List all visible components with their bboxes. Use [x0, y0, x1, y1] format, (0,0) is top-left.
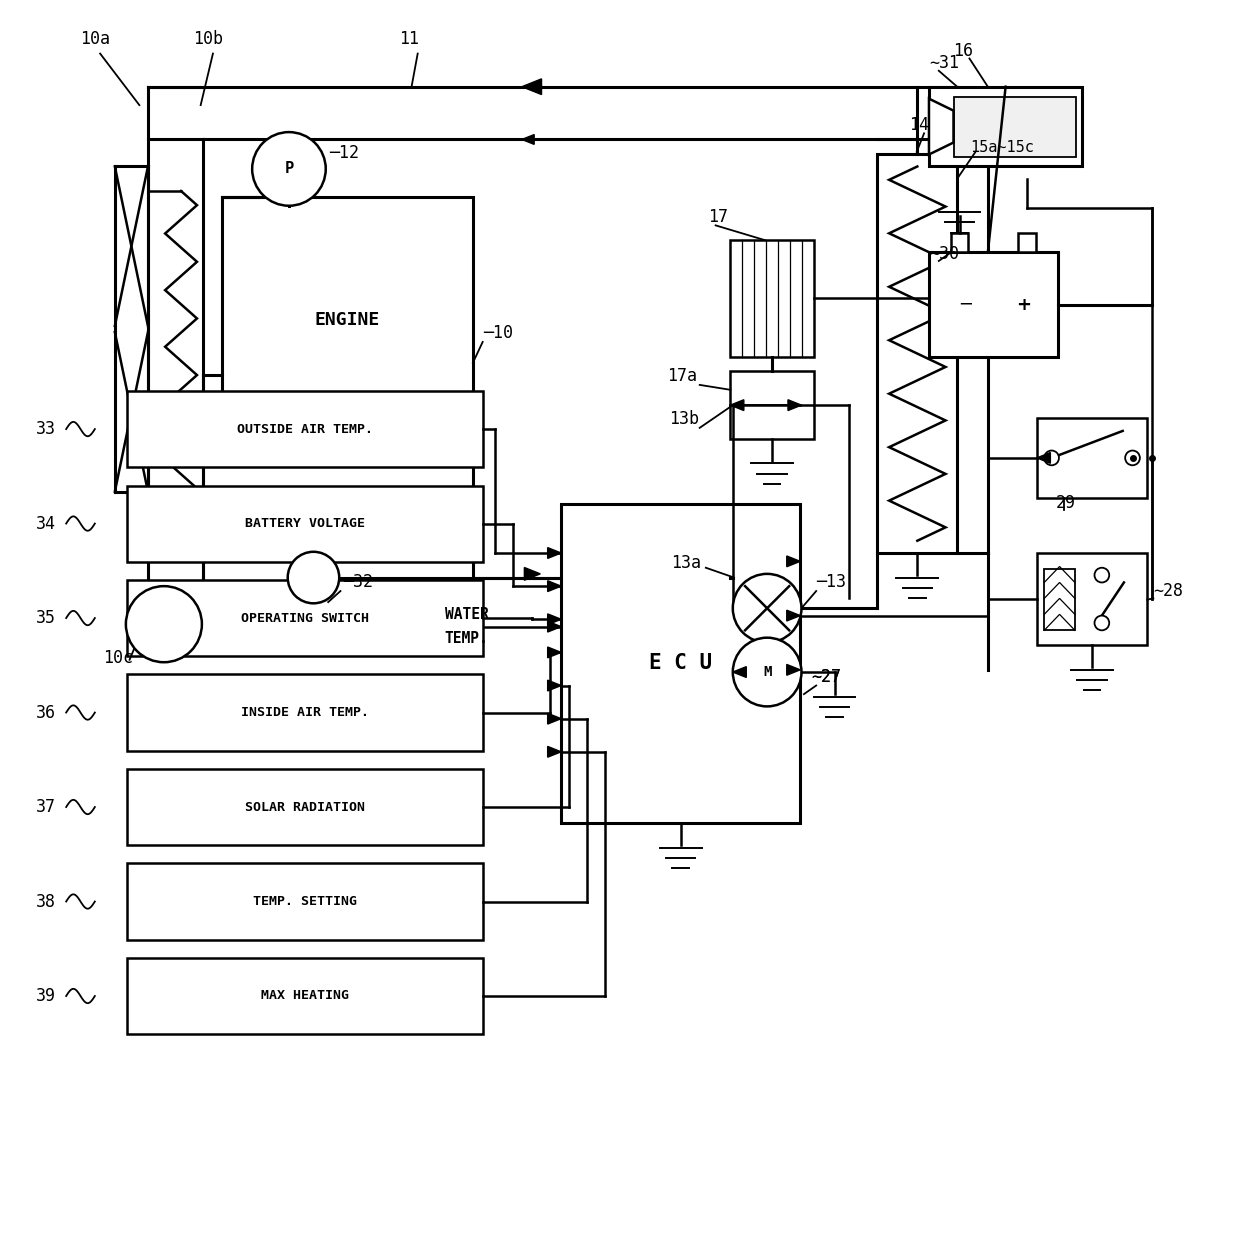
Text: 37: 37: [36, 798, 56, 817]
Bar: [222, 197, 472, 443]
Polygon shape: [548, 680, 562, 691]
Text: 13b: 13b: [670, 411, 699, 428]
Text: 13a: 13a: [672, 553, 702, 572]
Polygon shape: [522, 134, 534, 144]
Bar: [929, 87, 1083, 166]
Text: 33: 33: [36, 419, 56, 438]
Text: ∼27: ∼27: [811, 668, 841, 686]
Polygon shape: [548, 647, 562, 658]
Circle shape: [1095, 567, 1110, 582]
Text: TEMP.: TEMP.: [445, 632, 489, 647]
Text: 11: 11: [399, 30, 419, 47]
Bar: [1037, 418, 1147, 498]
Text: ─12: ─12: [330, 144, 360, 161]
Text: 34: 34: [36, 515, 56, 532]
Text: 16: 16: [954, 42, 973, 60]
Text: TEMP. SETTING: TEMP. SETTING: [253, 895, 357, 908]
Polygon shape: [733, 666, 746, 678]
Bar: [954, 97, 1076, 156]
Text: ∼28: ∼28: [1153, 582, 1183, 599]
Polygon shape: [1037, 453, 1050, 463]
Polygon shape: [548, 746, 562, 757]
Polygon shape: [522, 79, 542, 94]
Polygon shape: [786, 664, 800, 675]
Text: 35: 35: [36, 609, 56, 627]
Polygon shape: [787, 400, 801, 411]
Circle shape: [288, 552, 340, 603]
Text: 10c: 10c: [103, 649, 133, 668]
Circle shape: [1044, 450, 1059, 465]
Text: P: P: [284, 161, 294, 176]
Text: 10a: 10a: [81, 30, 110, 47]
Bar: [929, 252, 1058, 356]
Polygon shape: [786, 611, 800, 620]
Text: ∼30: ∼30: [929, 244, 959, 263]
Text: SOLAR RADIATION: SOLAR RADIATION: [244, 800, 365, 814]
Text: +: +: [1016, 295, 1030, 314]
Text: ∼31: ∼31: [929, 55, 959, 72]
Circle shape: [1095, 616, 1110, 630]
Bar: [128, 958, 482, 1034]
Circle shape: [733, 638, 801, 706]
Bar: [128, 769, 482, 845]
Bar: [128, 675, 482, 751]
Text: ENGINE: ENGINE: [315, 310, 379, 329]
Polygon shape: [548, 614, 562, 624]
Text: ∼27: ∼27: [811, 668, 841, 686]
Text: 14: 14: [909, 115, 929, 134]
Circle shape: [126, 586, 202, 663]
Text: INSIDE AIR TEMP.: INSIDE AIR TEMP.: [241, 706, 368, 719]
Circle shape: [733, 573, 801, 643]
Text: 36: 36: [36, 704, 56, 721]
Polygon shape: [548, 581, 562, 592]
Bar: [128, 391, 482, 467]
Polygon shape: [929, 99, 954, 155]
Circle shape: [252, 132, 326, 206]
Text: OUTSIDE AIR TEMP.: OUTSIDE AIR TEMP.: [237, 423, 373, 436]
Polygon shape: [786, 556, 800, 567]
Polygon shape: [525, 567, 541, 581]
Text: ─13: ─13: [816, 573, 846, 592]
Text: ─10: ─10: [482, 324, 512, 343]
Bar: [1037, 553, 1147, 645]
Text: MAX HEATING: MAX HEATING: [260, 989, 348, 1003]
Bar: [128, 580, 482, 656]
Text: BATTERY VOLTAGE: BATTERY VOLTAGE: [244, 517, 365, 530]
Text: 17: 17: [708, 207, 728, 226]
Text: ─32: ─32: [343, 573, 373, 592]
Text: 10b: 10b: [193, 30, 223, 47]
Text: 17a: 17a: [667, 367, 697, 385]
Bar: [128, 864, 482, 939]
Text: 29: 29: [1055, 494, 1075, 511]
Polygon shape: [548, 547, 562, 558]
Bar: [730, 240, 813, 356]
Bar: [562, 504, 800, 823]
Bar: [951, 233, 968, 252]
Bar: [1018, 233, 1035, 252]
Text: WATER: WATER: [445, 607, 489, 622]
Text: M: M: [763, 665, 771, 679]
Bar: [878, 154, 957, 553]
Bar: [1044, 568, 1075, 630]
Polygon shape: [730, 400, 744, 411]
Text: 39: 39: [36, 987, 56, 1005]
Text: ─: ─: [960, 295, 971, 314]
Text: 15a∼15c: 15a∼15c: [971, 140, 1034, 155]
Bar: [730, 371, 813, 439]
Bar: [128, 485, 482, 562]
Polygon shape: [548, 622, 562, 632]
Text: OPERATING SWITCH: OPERATING SWITCH: [241, 612, 368, 624]
Text: 38: 38: [36, 892, 56, 911]
Circle shape: [1125, 450, 1140, 465]
Polygon shape: [548, 714, 562, 724]
Text: E C U: E C U: [649, 654, 712, 674]
